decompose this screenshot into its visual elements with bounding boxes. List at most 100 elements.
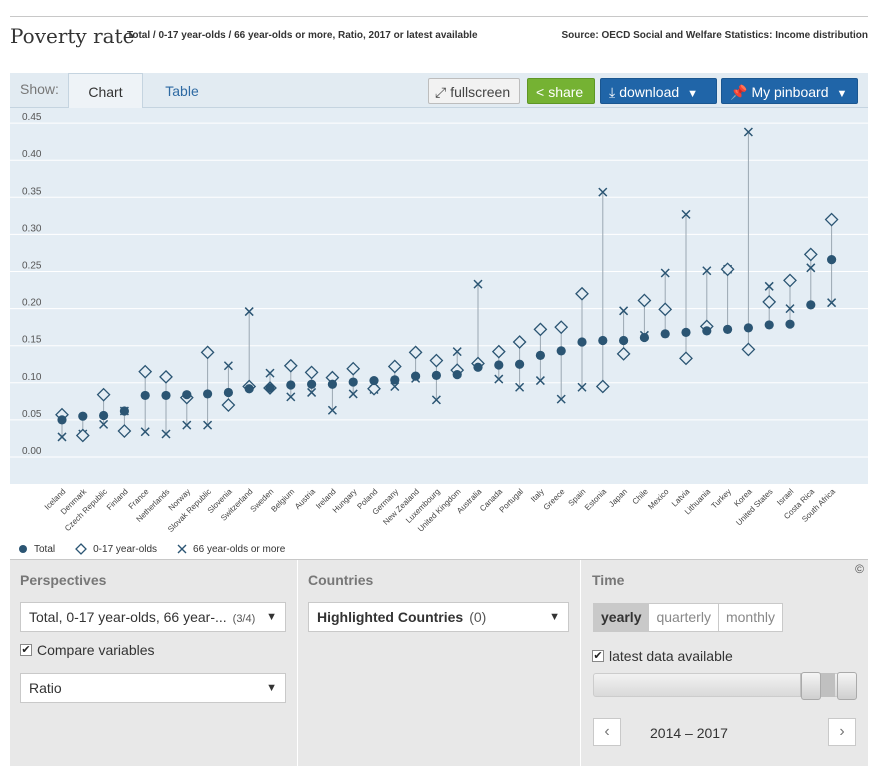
x-tick-label: Greece — [542, 487, 567, 512]
compare-variables-checkbox[interactable]: ✔ Compare variables — [20, 642, 155, 658]
point-0-17 — [159, 369, 173, 384]
point-66-plus — [182, 420, 192, 430]
controls-panel: © Perspectives Total, 0-17 year-olds, 66… — [10, 560, 868, 766]
point-total — [723, 324, 733, 334]
y-tick-label: 0.35 — [22, 186, 42, 197]
page-title: Poverty rate — [10, 24, 135, 48]
point-total — [452, 370, 462, 380]
point-total — [827, 255, 837, 265]
point-total — [431, 370, 441, 380]
page-subtitle: Total / 0-17 year-olds / 66 year-olds or… — [127, 30, 478, 41]
point-total — [556, 346, 566, 356]
time-label: Time — [592, 572, 625, 588]
time-slider-start-handle[interactable] — [801, 672, 821, 700]
point-total — [119, 406, 129, 416]
legend-item-elderly[interactable]: 66 year-olds or more — [177, 543, 285, 555]
point-total — [307, 379, 317, 389]
latest-data-checkbox[interactable]: ✔ latest data available — [592, 648, 733, 664]
legend-item-children[interactable]: 0-17 year-olds — [75, 543, 157, 555]
point-0-17 — [283, 358, 298, 373]
point-0-17 — [304, 365, 319, 380]
show-label: Show: — [20, 81, 59, 97]
freq-yearly[interactable]: yearly — [594, 604, 650, 631]
point-0-17 — [720, 262, 735, 277]
point-66-plus — [99, 419, 109, 429]
freq-monthly[interactable]: monthly — [725, 609, 775, 625]
point-66-plus — [785, 304, 795, 314]
point-66-plus — [681, 209, 691, 219]
x-tick-label: Finland — [105, 487, 130, 512]
point-total — [598, 335, 608, 346]
time-next-button[interactable]: › — [828, 718, 856, 746]
tab-table[interactable]: Table — [165, 83, 199, 99]
caret-down-icon: ▼ — [687, 88, 699, 100]
y-tick-label: 0.20 — [22, 298, 42, 309]
point-0-17 — [117, 424, 132, 438]
download-button[interactable]: ⤓ download ▼ — [600, 78, 717, 104]
countries-count: (0) — [469, 609, 487, 625]
point-total — [473, 362, 483, 372]
point-66-plus — [515, 382, 525, 392]
y-tick-label: 0.40 — [22, 149, 42, 160]
point-total — [764, 320, 774, 330]
share-button[interactable]: < share — [527, 78, 595, 104]
toolbar: Show: Chart Table ⤢ fullscreen < share ⤓ do… — [10, 73, 868, 109]
point-66-plus — [223, 361, 233, 371]
point-66-plus — [431, 395, 441, 405]
point-total — [265, 383, 275, 393]
point-0-17 — [658, 302, 673, 317]
point-total — [390, 375, 400, 385]
x-tick-label: Mexico — [646, 487, 671, 512]
point-total — [286, 380, 296, 390]
caret-down-icon: ▼ — [266, 611, 277, 623]
point-66-plus — [286, 392, 296, 402]
point-66-plus — [556, 394, 566, 404]
time-prev-button[interactable]: ‹ — [593, 718, 621, 746]
perspectives-select[interactable]: Total, 0-17 year-olds, 66 year-... (3/4) … — [20, 602, 286, 632]
legend-label-total: Total — [34, 543, 56, 555]
source-note: Source: OECD Social and Welfare Statisti… — [561, 30, 868, 41]
time-range-label: 2014 – 2017 — [650, 725, 728, 741]
perspectives-count: (3/4) — [232, 613, 256, 625]
point-0-17 — [679, 351, 693, 366]
chevron-right-icon: › — [839, 723, 845, 740]
time-slider-end-handle[interactable] — [837, 672, 857, 700]
share-icon: < — [536, 84, 545, 100]
countries-select[interactable]: Highlighted Countries (0) ▼ — [308, 602, 569, 632]
point-66-plus — [161, 429, 171, 439]
point-0-17 — [491, 344, 506, 359]
point-total — [327, 379, 337, 389]
point-0-17 — [575, 286, 589, 301]
point-total — [660, 329, 670, 339]
pin-icon: 📌 — [730, 84, 748, 100]
unit-select[interactable]: Ratio ▼ — [20, 673, 286, 703]
pinboard-label: My pinboard — [751, 84, 829, 100]
legend-item-total[interactable]: Total — [18, 543, 55, 555]
point-total — [369, 375, 379, 386]
y-tick-label: 0.05 — [22, 409, 42, 420]
y-tick-label: 0.30 — [22, 223, 42, 234]
point-0-17 — [762, 295, 777, 309]
legend-label-children: 0-17 year-olds — [93, 543, 158, 555]
fullscreen-button[interactable]: ⤢ fullscreen — [428, 78, 520, 104]
point-total — [99, 410, 109, 421]
chart-background — [10, 108, 868, 484]
download-label: download — [619, 84, 680, 100]
point-66-plus — [57, 432, 67, 442]
unit-value: Ratio — [29, 680, 62, 696]
point-66-plus — [265, 368, 275, 378]
point-66-plus — [806, 263, 816, 273]
point-66-plus — [764, 281, 774, 291]
point-total — [161, 390, 171, 401]
freq-quarterly[interactable]: quarterly — [649, 604, 719, 631]
point-total — [140, 390, 150, 401]
point-total — [244, 384, 254, 394]
point-66-plus — [743, 127, 753, 137]
y-tick-label: 0.00 — [22, 446, 42, 457]
point-total — [348, 377, 358, 387]
point-66-plus — [203, 420, 213, 430]
point-0-17 — [824, 212, 839, 227]
point-total — [57, 415, 67, 425]
pinboard-button[interactable]: 📌 My pinboard ▼ — [721, 78, 858, 104]
tab-chart[interactable]: Chart — [68, 73, 143, 109]
